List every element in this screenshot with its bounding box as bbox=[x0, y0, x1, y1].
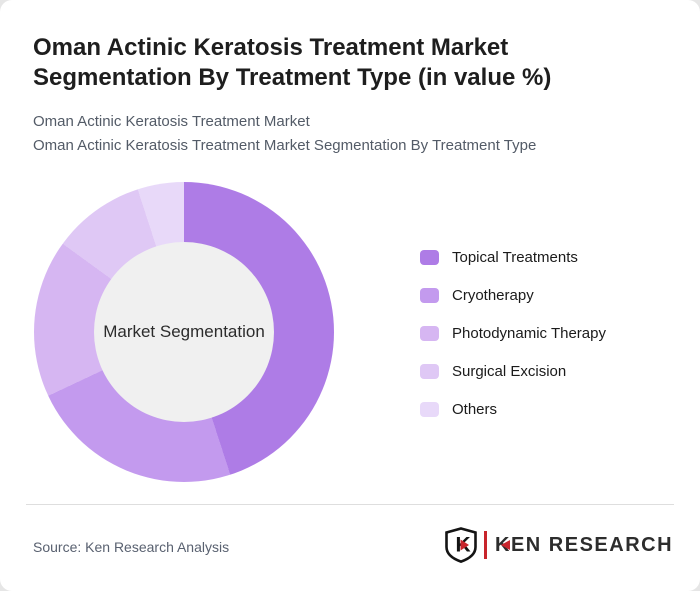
legend-item-label: Others bbox=[452, 401, 498, 418]
legend-swatch bbox=[420, 288, 439, 303]
legend-item-label: Cryotherapy bbox=[452, 287, 534, 304]
chart-subtitle-line-1: Oman Actinic Keratosis Treatment Market bbox=[33, 113, 310, 130]
page-title: Oman Actinic Keratosis Treatment Market … bbox=[33, 33, 551, 93]
chart-subtitle-line-2: Oman Actinic Keratosis Treatment Market … bbox=[33, 137, 537, 154]
legend-swatch bbox=[420, 402, 439, 417]
legend-item[interactable]: Surgical Excision bbox=[420, 363, 606, 380]
donut-chart[interactable]: Market Segmentation bbox=[34, 182, 334, 482]
legend-item[interactable]: Topical Treatments bbox=[420, 249, 606, 266]
legend-item-label: Topical Treatments bbox=[452, 249, 578, 266]
logo-divider-bar bbox=[484, 531, 487, 559]
legend-item[interactable]: Photodynamic Therapy bbox=[420, 325, 606, 342]
legend-item-label: Photodynamic Therapy bbox=[452, 325, 606, 342]
legend-swatch bbox=[420, 364, 439, 379]
legend-item[interactable]: Others bbox=[420, 401, 606, 418]
chart-legend: Topical Treatments Cryotherapy Photodyna… bbox=[420, 249, 606, 440]
shield-monogram-icon: K bbox=[445, 527, 477, 563]
donut-center: Market Segmentation bbox=[94, 242, 274, 422]
legend-swatch bbox=[420, 250, 439, 265]
page-title-line-1: Oman Actinic Keratosis Treatment Market bbox=[33, 34, 509, 61]
page-title-line-2: Segmentation By Treatment Type (in value… bbox=[33, 64, 552, 91]
logo-red-triangle-icon bbox=[500, 540, 510, 550]
legend-item-label: Surgical Excision bbox=[452, 363, 567, 380]
donut-center-label: Market Segmentation bbox=[103, 322, 265, 341]
ken-research-logo: K K EN RESEARCH bbox=[445, 526, 673, 564]
logo-wordmark: K EN RESEARCH bbox=[495, 534, 673, 557]
chart-subtitle: Oman Actinic Keratosis Treatment Market … bbox=[33, 110, 536, 158]
wordmark-rest: EN RESEARCH bbox=[510, 533, 674, 556]
footer-divider bbox=[26, 504, 674, 505]
legend-item[interactable]: Cryotherapy bbox=[420, 287, 606, 304]
source-text: Source: Ken Research Analysis bbox=[33, 539, 230, 555]
legend-swatch bbox=[420, 326, 439, 341]
